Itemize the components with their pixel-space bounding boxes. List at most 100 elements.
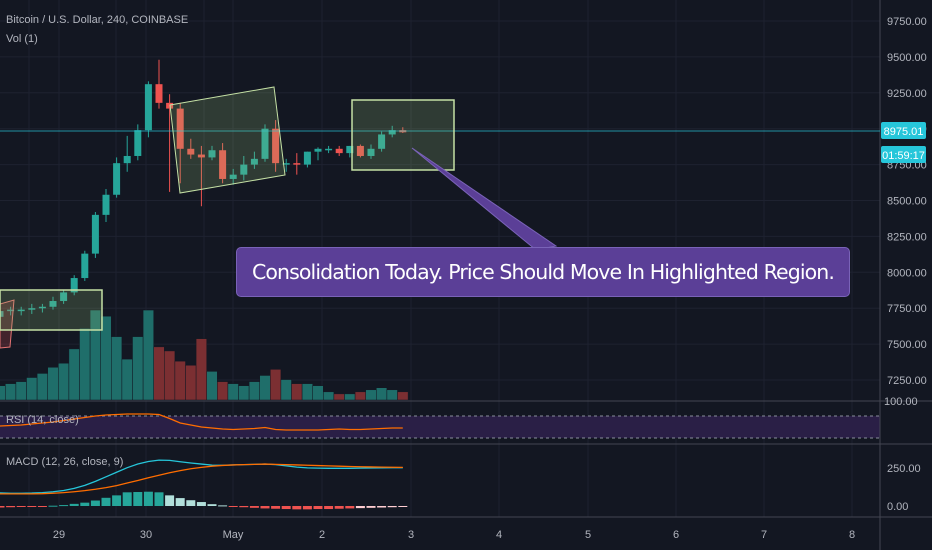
macd-histogram-bar: [239, 506, 249, 508]
price-tick-label: 7750.00: [887, 303, 927, 315]
callout-pointer: [411, 147, 558, 251]
volume-bar: [195, 338, 207, 401]
volume-bar: [47, 367, 59, 401]
candle-body: [356, 145, 364, 156]
candle-body: [325, 148, 333, 151]
candle-body: [144, 84, 152, 131]
volume-bar: [79, 328, 91, 401]
candle-body: [38, 306, 46, 309]
candle-body: [261, 128, 269, 159]
volume-bar: [142, 309, 154, 401]
volume-bar: [121, 358, 133, 401]
volume-bar: [270, 369, 282, 401]
volume-bar: [280, 379, 292, 401]
macd-histogram-bar: [218, 505, 228, 507]
macd-histogram-bar: [80, 502, 90, 506]
volume-bar: [365, 389, 377, 401]
macd-histogram-bar: [101, 497, 111, 506]
volume-bar: [111, 336, 123, 401]
price-tick-label: 9750.00: [887, 16, 927, 28]
macd-histogram-bar: [260, 506, 270, 509]
volume-bar: [312, 385, 324, 401]
candle-body: [219, 150, 227, 179]
macd-histogram-bar: [143, 491, 153, 506]
rsi-label: RSI (14, close): [6, 414, 79, 426]
price-tick-label: 9250.00: [887, 88, 927, 100]
time-tick-label: 5: [585, 529, 591, 541]
candle-body: [229, 174, 237, 179]
candle-body: [113, 163, 121, 195]
last-price-badge: 8975.01: [881, 122, 926, 139]
candle-body: [134, 130, 142, 156]
price-tick-label: 8250.00: [887, 231, 927, 243]
candle-body: [49, 301, 57, 307]
macd-histogram-bar: [228, 506, 238, 507]
rsi-pane: 100.00: [0, 396, 918, 431]
macd-histogram-bar: [16, 506, 26, 507]
candle-body: [102, 194, 110, 215]
candle-body: [314, 148, 322, 152]
volume-bar: [15, 381, 27, 401]
candle-body: [303, 151, 311, 165]
countdown-badge: 01:59:17: [881, 146, 926, 163]
volume-bar: [164, 350, 176, 401]
time-tick-label: 3: [408, 529, 414, 541]
macd-histogram-bar: [324, 506, 334, 510]
candle-body: [0, 311, 4, 317]
price-tick-label: 7500.00: [887, 339, 927, 351]
volume-bar: [227, 383, 239, 401]
volume-bar: [354, 391, 366, 401]
highlight-box-left[interactable]: [0, 289, 103, 331]
macd-histogram-bar: [175, 498, 185, 506]
macd-histogram-bar: [112, 495, 122, 506]
macd-histogram-bar: [69, 503, 79, 506]
candle-body: [240, 164, 248, 175]
highlight-box-target[interactable]: [351, 99, 455, 171]
candle-body: [60, 292, 68, 302]
candle-body: [388, 130, 396, 135]
rsi-band: [0, 416, 880, 438]
time-tick-label: 4: [496, 529, 502, 541]
volume-bar: [26, 377, 38, 401]
candle-body: [155, 84, 163, 103]
volume-bar: [217, 381, 229, 401]
macd-histogram-bar: [59, 505, 69, 507]
macd-histogram-bar: [27, 506, 37, 507]
macd-histogram-bar: [165, 495, 175, 506]
annotation-callout[interactable]: Consolidation Today. Price Should Move I…: [236, 247, 850, 297]
macd-pane: [0, 459, 408, 510]
macd-histogram-bar: [186, 500, 196, 506]
consolidation-box-middle[interactable]: [169, 86, 286, 194]
macd-histogram-bar: [6, 506, 16, 508]
macd-histogram-bar: [0, 506, 5, 508]
volume-bar: [153, 346, 165, 401]
rsi-tick-label: 100.00: [884, 396, 918, 408]
candle-body: [272, 128, 280, 164]
volume-label: Vol (1): [6, 33, 38, 45]
candle-body: [123, 155, 131, 164]
volume-bar: [174, 360, 186, 401]
time-tick-label: May: [223, 529, 244, 541]
rsi-line: [0, 413, 403, 431]
volume-bar: [291, 383, 303, 401]
macd-histogram-bar: [90, 500, 100, 506]
macd-histogram-bar: [387, 506, 397, 508]
volume-bar: [259, 375, 271, 401]
time-tick-label: 6: [673, 529, 679, 541]
macd-histogram-bar: [302, 506, 312, 510]
candle-body: [335, 148, 343, 154]
candle-body: [378, 134, 386, 149]
volume-bar: [333, 393, 345, 401]
macd-histogram-bar: [196, 502, 206, 506]
signal-line: [0, 463, 403, 495]
symbol-title: Bitcoin / U.S. Dollar, 240, COINBASE: [6, 14, 189, 26]
candle-body: [250, 158, 258, 165]
price-tick-label: 7250.00: [887, 375, 927, 387]
price-tick-label: 9500.00: [887, 52, 927, 64]
candle-body: [346, 145, 354, 154]
consolidation-box-left[interactable]: [0, 299, 15, 349]
candle-body: [208, 150, 216, 158]
macd-histogram-bar: [355, 506, 365, 509]
macd-axis: 250.00 0.00: [887, 463, 921, 513]
